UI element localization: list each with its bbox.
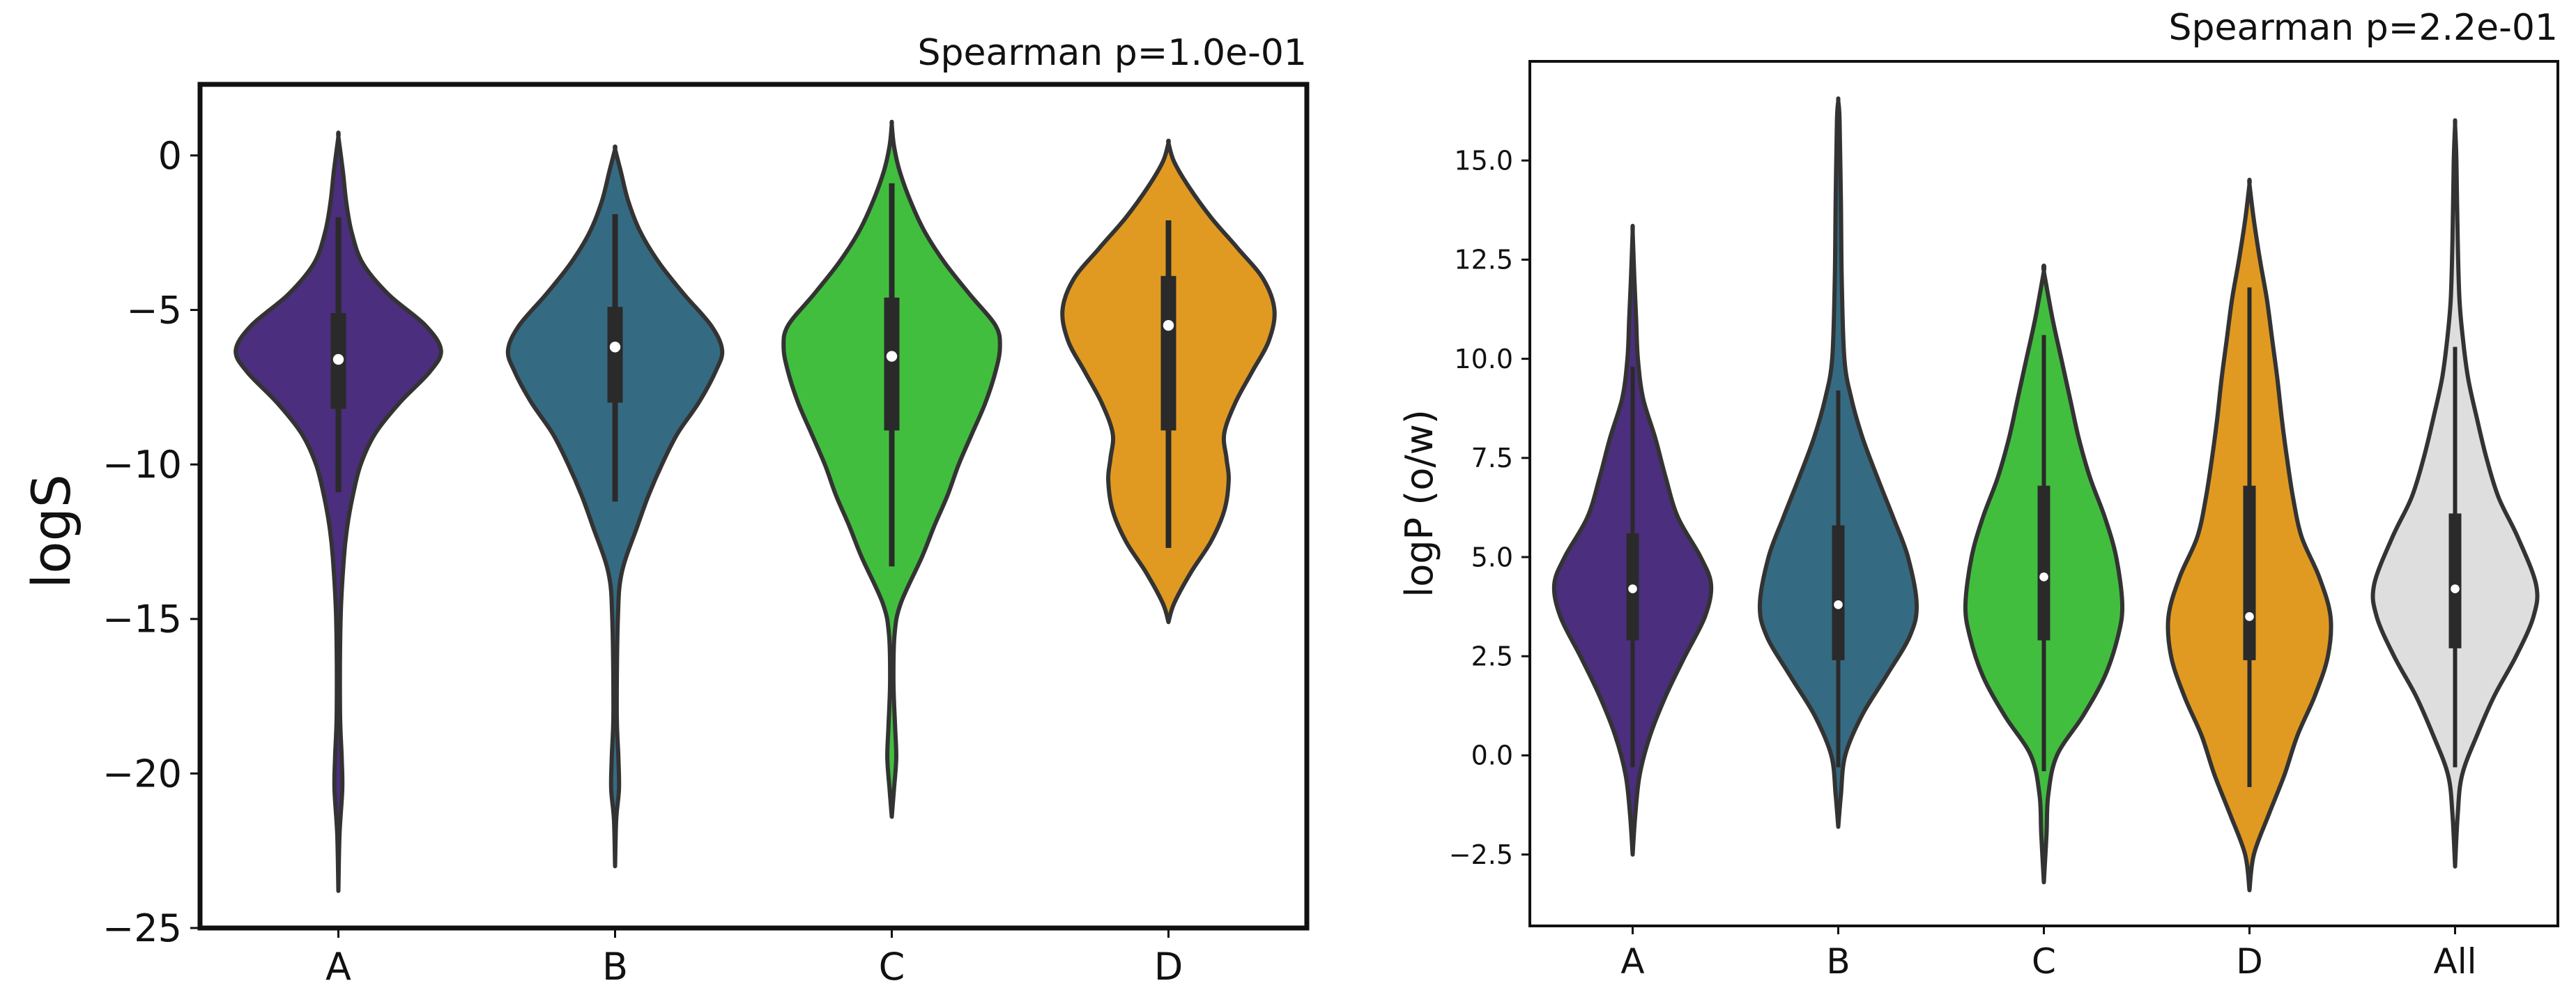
- violin-body: [233, 130, 443, 893]
- violin-median: [1628, 584, 1637, 593]
- y-tick-label: 5.0: [1471, 542, 1513, 572]
- violin-median: [1163, 320, 1174, 331]
- x-tick-label: B: [602, 945, 628, 989]
- violin-c: [781, 119, 1002, 819]
- violin-d: [1060, 138, 1277, 625]
- violin-b: [505, 144, 725, 869]
- y-tick-label: 15.0: [1454, 146, 1513, 176]
- violin-all: [2370, 118, 2540, 869]
- x-tick-label: A: [1620, 941, 1644, 982]
- violin-median: [332, 353, 344, 365]
- y-tick-label: −2.5: [1449, 839, 1513, 870]
- x-tick-label: C: [2032, 941, 2056, 982]
- y-tick-label: 0.0: [1471, 740, 1513, 771]
- y-tick-label: −5: [126, 288, 182, 332]
- plot-frame: [197, 82, 1310, 931]
- violin-c: [1963, 263, 2125, 885]
- violin-a: [233, 130, 443, 893]
- violin-median: [886, 351, 898, 362]
- x-ticks: A B C D All: [1620, 926, 2477, 982]
- violin-iqr-box: [1160, 275, 1176, 431]
- y-ticks: 15.0 12.5 10.0 7.5 5.0 2.5 0.0 −2.5: [1449, 146, 1530, 870]
- x-ticks: A B C D: [325, 928, 1183, 989]
- violins: [233, 119, 1277, 893]
- violin-median: [2039, 572, 2048, 581]
- x-tick-label: D: [2236, 941, 2263, 982]
- y-tick-label: −10: [102, 443, 182, 487]
- violin-iqr-box: [1832, 525, 1845, 660]
- y-tick-label: −15: [102, 598, 182, 641]
- violin-b: [1757, 96, 1919, 829]
- violin-iqr-box: [2037, 485, 2050, 641]
- violin-median: [1834, 600, 1843, 609]
- y-tick-label: 12.5: [1454, 245, 1513, 275]
- y-tick-label: −25: [102, 906, 182, 950]
- x-tick-label: D: [1154, 945, 1183, 989]
- violins: [1551, 96, 2540, 892]
- x-tick-label: A: [325, 945, 351, 989]
- violin-iqr-box: [884, 297, 900, 431]
- violin-panel-logS: Spearman p=1.0e-01 logS 0−5−10−15−20−25 …: [20, 32, 1310, 989]
- violin-iqr-box: [2243, 485, 2256, 660]
- plot-frame: [1528, 60, 2559, 927]
- violin-iqr-box: [2448, 513, 2462, 648]
- violin-body: [505, 144, 725, 869]
- violin-iqr-box: [607, 307, 623, 403]
- y-axis-label: logP (o/w): [1397, 409, 1441, 598]
- violin-median: [2245, 612, 2254, 621]
- y-axis-label: logS: [20, 474, 82, 588]
- x-tick-label: B: [1826, 941, 1850, 982]
- y-tick-label: 0: [158, 134, 182, 178]
- violin-median: [609, 342, 621, 353]
- y-tick-label: 7.5: [1471, 443, 1513, 473]
- violin-median: [2451, 584, 2460, 593]
- y-ticks: 0 −5 −10 −15 −20 −25: [102, 134, 200, 950]
- violin-d: [2165, 177, 2333, 892]
- violin-a: [1551, 224, 1714, 857]
- violin-panel-logP: Spearman p=2.2e-01 logP (o/w) 15.0 12.5 10…: [1397, 7, 2559, 982]
- y-tick-label: 2.5: [1471, 641, 1513, 672]
- x-tick-label: All: [2434, 941, 2477, 982]
- panel-annotation: Spearman p=1.0e-01: [917, 32, 1307, 74]
- panel-annotation: Spearman p=2.2e-01: [2168, 7, 2558, 49]
- y-tick-label: 10.0: [1454, 344, 1513, 374]
- y-tick-label: −20: [102, 752, 182, 796]
- x-tick-label: C: [879, 945, 905, 989]
